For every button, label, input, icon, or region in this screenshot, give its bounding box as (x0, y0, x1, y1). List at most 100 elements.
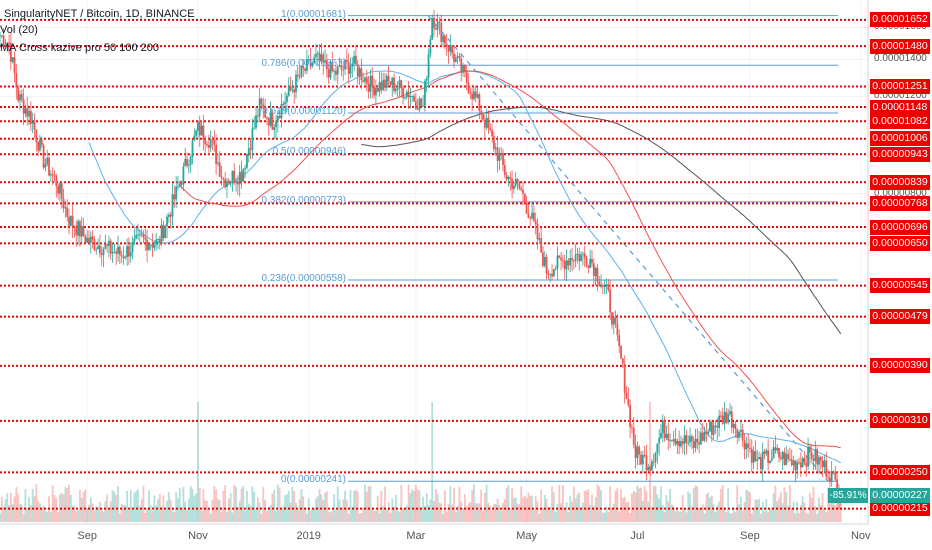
volume-bar (200, 510, 203, 522)
candle-body (451, 45, 454, 54)
candle-body (402, 87, 405, 98)
candle-body (356, 64, 359, 77)
volume-bar (640, 487, 642, 522)
volume-bar (496, 498, 499, 522)
candle-body (407, 91, 410, 98)
candle-body (286, 95, 288, 102)
candle-body (563, 260, 566, 270)
candle-body (756, 459, 759, 462)
volume-indicator-label[interactable]: Vol (20) (0, 24, 38, 36)
volume-bar (78, 489, 81, 522)
candle-body (807, 446, 809, 467)
candle-body (729, 411, 731, 415)
candle-body (284, 101, 286, 104)
volume-bar (149, 505, 152, 522)
candle-body (816, 449, 819, 465)
candle-body (256, 115, 259, 117)
candle-body (531, 212, 533, 218)
candle-body (304, 68, 306, 71)
volume-bar (313, 508, 316, 522)
candle-body (313, 57, 316, 64)
volume-bar (0, 513, 1, 522)
level-price-tag: 0.00000545 (870, 278, 930, 294)
volume-bar (625, 502, 628, 522)
candle-body (305, 59, 308, 71)
candle-body (19, 94, 21, 101)
volume-bar (222, 490, 225, 522)
candle-body (794, 460, 797, 471)
x-tick-label: Nov (188, 530, 208, 542)
candle-body (669, 440, 671, 442)
volume-bar (73, 505, 76, 522)
candle-body (600, 285, 602, 287)
volume-bar (678, 511, 681, 522)
candle-body (162, 224, 165, 239)
volume-bar (714, 511, 717, 522)
volume-bar (589, 504, 592, 522)
candle-body (778, 447, 780, 458)
candle-body (75, 228, 78, 236)
candle-body (39, 139, 41, 151)
volume-bar (416, 488, 419, 522)
candle-body (78, 221, 81, 237)
fibonacci-levels (348, 15, 838, 482)
candle-body (425, 77, 428, 81)
candle-body (456, 56, 459, 58)
candle-body (240, 171, 243, 182)
candle-body (318, 53, 321, 62)
candle-body (574, 254, 577, 261)
volume-bar (567, 511, 570, 522)
volume-bar (532, 510, 535, 522)
candle-body (823, 460, 826, 468)
ma-indicator-label[interactable]: MA Cross kazive pro 50 100 200 (0, 42, 159, 54)
level-price-tag: 0.00000768 (870, 195, 930, 211)
fib-level-label: 0.5(0.00000946) (272, 146, 346, 158)
volume-bar (315, 498, 317, 522)
volume-bar (767, 512, 770, 522)
fib-level-label: 0.236(0.00000558) (261, 272, 346, 284)
ma-100-line (179, 70, 841, 449)
volume-bar (687, 491, 690, 522)
volume-bar (128, 509, 130, 522)
candle-body (29, 111, 32, 124)
volume-bar (80, 497, 83, 522)
volume-bar (97, 507, 99, 522)
candle-body (42, 145, 45, 168)
volume-bar (413, 490, 415, 522)
candle-body (320, 54, 323, 62)
volume-bar (286, 494, 288, 522)
candle-body (396, 88, 399, 90)
volume-bar (696, 486, 699, 522)
candle-body (118, 246, 121, 255)
level-price-tag: 0.00001148 (870, 99, 930, 115)
volume-bar (582, 502, 584, 522)
candle-body (738, 431, 740, 438)
volume-bar (525, 498, 528, 522)
candle-body (716, 425, 719, 428)
candle-body (420, 98, 423, 106)
level-price-tag: 0.00001251 (870, 78, 930, 94)
candle-body (195, 130, 198, 136)
volume-bar (46, 511, 49, 522)
candle-body (71, 215, 74, 226)
volume-bar (17, 493, 20, 522)
volume-bar (340, 508, 343, 522)
volume-bar (694, 485, 697, 522)
volume-bar (518, 504, 521, 522)
volume-bar (592, 506, 595, 522)
candle-body (645, 455, 648, 471)
volume-bar (84, 489, 87, 522)
volume-bar (324, 492, 326, 522)
volume-bar (322, 499, 325, 522)
volume-bar (799, 505, 802, 522)
candle-body (360, 68, 363, 81)
level-price-tag: 0.00000390 (870, 358, 930, 374)
candle-body (720, 415, 722, 417)
candle-body (302, 65, 305, 69)
volume-bar (449, 485, 452, 522)
volume-bar (289, 502, 292, 522)
candle-body (384, 79, 386, 88)
volume-bar (164, 507, 167, 522)
candle-body (371, 75, 374, 87)
